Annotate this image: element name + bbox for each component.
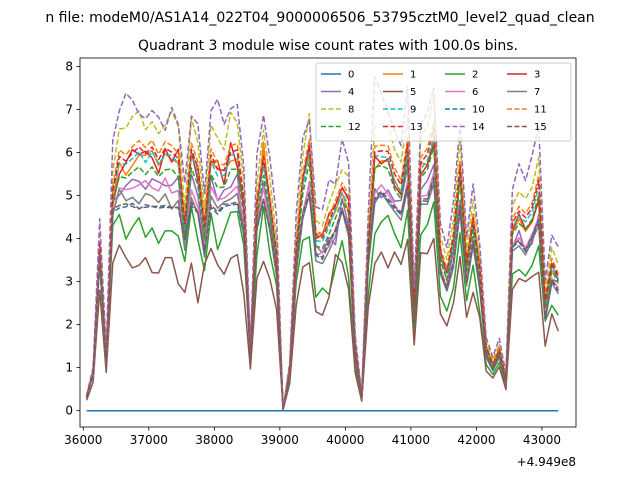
x-axis: 36000 37000 38000 39000 40000 41000 42000 43000	[64, 427, 561, 447]
legend-label-3: 3	[534, 70, 540, 81]
series-lines	[85, 76, 560, 412]
figure-suptitle: n file: modeM0/AS1A14_022T04_9000006506_…	[45, 10, 594, 26]
legend-label-7: 7	[534, 87, 540, 98]
x-tick-label: 42000	[457, 433, 495, 447]
y-tick-label: 2	[65, 318, 73, 332]
series-line-13	[85, 127, 559, 411]
x-tick-label: 39000	[261, 433, 299, 447]
x-tick-label: 40000	[326, 433, 364, 447]
legend-label-8: 8	[348, 105, 354, 116]
x-tick-label: 41000	[392, 433, 430, 447]
y-axis: 0 1 2 3 4 5 6 7 8	[65, 60, 80, 418]
y-tick-label: 0	[65, 404, 73, 418]
legend-label-14: 14	[472, 122, 485, 133]
x-tick-label: 36000	[64, 433, 102, 447]
legend-label-9: 9	[410, 105, 416, 116]
series-line-15	[85, 176, 559, 411]
chart-title: Quadrant 3 module wise count rates with …	[138, 38, 518, 54]
y-tick-label: 1	[65, 361, 73, 375]
series-line-2	[85, 201, 559, 411]
legend-label-15: 15	[534, 122, 547, 133]
legend-label-2: 2	[472, 70, 478, 81]
y-tick-label: 5	[65, 189, 73, 203]
legend-label-11: 11	[534, 105, 547, 116]
x-axis-offset-label: +4.949e8	[517, 455, 576, 469]
y-tick-label: 6	[65, 146, 73, 160]
legend-label-1: 1	[410, 70, 416, 81]
y-tick-label: 3	[65, 275, 73, 289]
legend-label-13: 13	[410, 122, 423, 133]
legend-label-10: 10	[472, 105, 485, 116]
legend-label-0: 0	[348, 70, 354, 81]
plot-frame	[79, 57, 577, 428]
x-tick-label: 43000	[523, 433, 561, 447]
legend-label-6: 6	[472, 87, 478, 98]
legend-label-12: 12	[348, 122, 361, 133]
legend-label-4: 4	[348, 87, 354, 98]
y-tick-label: 8	[65, 60, 73, 74]
series-line-11	[85, 120, 559, 411]
series-line-14	[85, 76, 559, 411]
legend-box	[315, 62, 572, 142]
y-tick-label: 4	[65, 232, 73, 246]
legend-label-5: 5	[410, 87, 416, 98]
y-tick-label: 7	[65, 103, 73, 117]
x-tick-label: 38000	[195, 433, 233, 447]
series-line-5	[85, 237, 560, 411]
x-tick-label: 37000	[130, 433, 168, 447]
